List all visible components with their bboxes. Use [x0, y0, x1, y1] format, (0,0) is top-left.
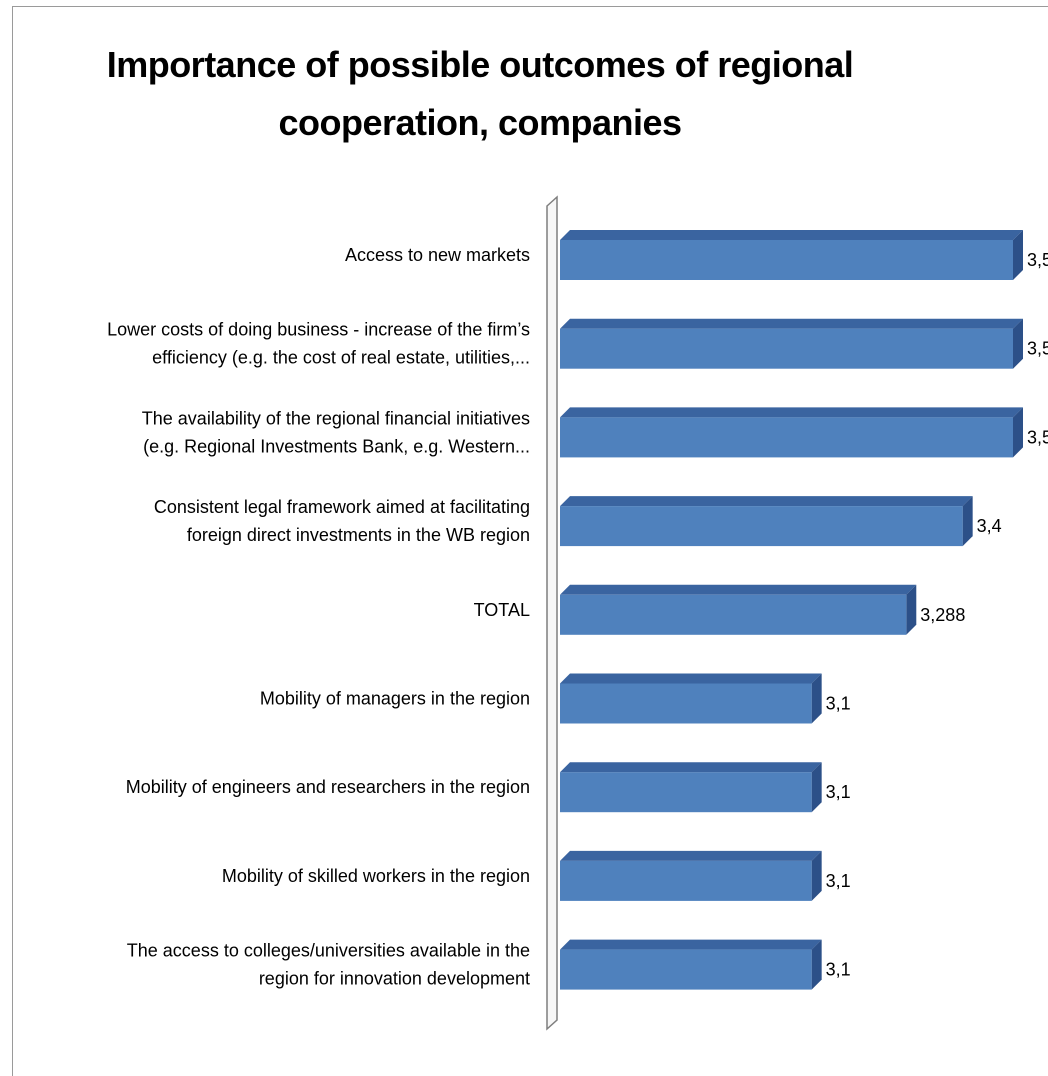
data-label: 3,5 [1027, 250, 1048, 270]
data-label: 3,1 [826, 694, 851, 714]
bar-side [811, 673, 822, 724]
bar-top [560, 850, 822, 861]
data-label: 3,1 [826, 782, 851, 802]
bar-top [560, 584, 917, 595]
bar-group [560, 584, 917, 635]
bar-group [560, 496, 973, 547]
bar-group [560, 939, 822, 990]
bar [560, 860, 812, 901]
category-label: Consistent legal framework aimed at faci… [154, 497, 530, 517]
category-label: region for innovation development [259, 969, 530, 989]
data-label: 3,1 [826, 871, 851, 891]
bar-side [1013, 230, 1023, 280]
data-label: 3,1 [826, 960, 851, 980]
bar-top [560, 496, 973, 507]
bar [560, 328, 1013, 369]
category-label: Mobility of managers in the region [260, 689, 530, 709]
category-label: efficiency (e.g. the cost of real estate… [152, 348, 530, 368]
bar-group [560, 673, 822, 724]
category-label: The access to colleges/universities avai… [127, 941, 530, 961]
bar [560, 594, 907, 635]
category-label: Mobility of engineers and researchers in… [126, 777, 530, 797]
bar-group [560, 318, 1023, 369]
bar-side [1013, 407, 1023, 458]
bar-group [560, 850, 822, 901]
bar-side [811, 762, 822, 813]
category-label: TOTAL [474, 600, 530, 620]
bar-group [560, 762, 822, 813]
category-label: Mobility of skilled workers in the regio… [222, 866, 530, 886]
bar [560, 417, 1013, 458]
bar-top [560, 762, 822, 773]
bar-side [1013, 318, 1023, 369]
bar-top [560, 230, 1023, 240]
chart-title: Importance of possible outcomes of regio… [106, 44, 854, 143]
bar [560, 506, 963, 547]
bar-side [811, 939, 822, 990]
category-label: (e.g. Regional Investments Bank, e.g. We… [143, 436, 530, 456]
bar-top [560, 407, 1023, 418]
bar-side [906, 584, 917, 635]
bar [560, 683, 812, 724]
chart-frame [12, 6, 1048, 1076]
category-label: foreign direct investments in the WB reg… [187, 525, 530, 545]
bar-group [560, 407, 1023, 458]
bar-top [560, 673, 822, 684]
bar [560, 949, 812, 990]
bar [560, 772, 812, 813]
bar-group [560, 230, 1023, 280]
axis-wall [546, 195, 558, 1031]
bar-side [811, 850, 822, 901]
bar-top [560, 318, 1023, 329]
category-label: The availability of the regional financi… [142, 408, 530, 428]
data-label: 3,4 [977, 516, 1002, 536]
data-label: 3,5 [1027, 339, 1048, 359]
category-label: Lower costs of doing business - increase… [107, 320, 530, 340]
data-label: 3,5 [1027, 427, 1048, 447]
bar [560, 240, 1013, 280]
data-label: 3,288 [920, 605, 965, 625]
bar-side [962, 496, 973, 547]
category-label: Access to new markets [345, 245, 530, 265]
bar-top [560, 939, 822, 950]
